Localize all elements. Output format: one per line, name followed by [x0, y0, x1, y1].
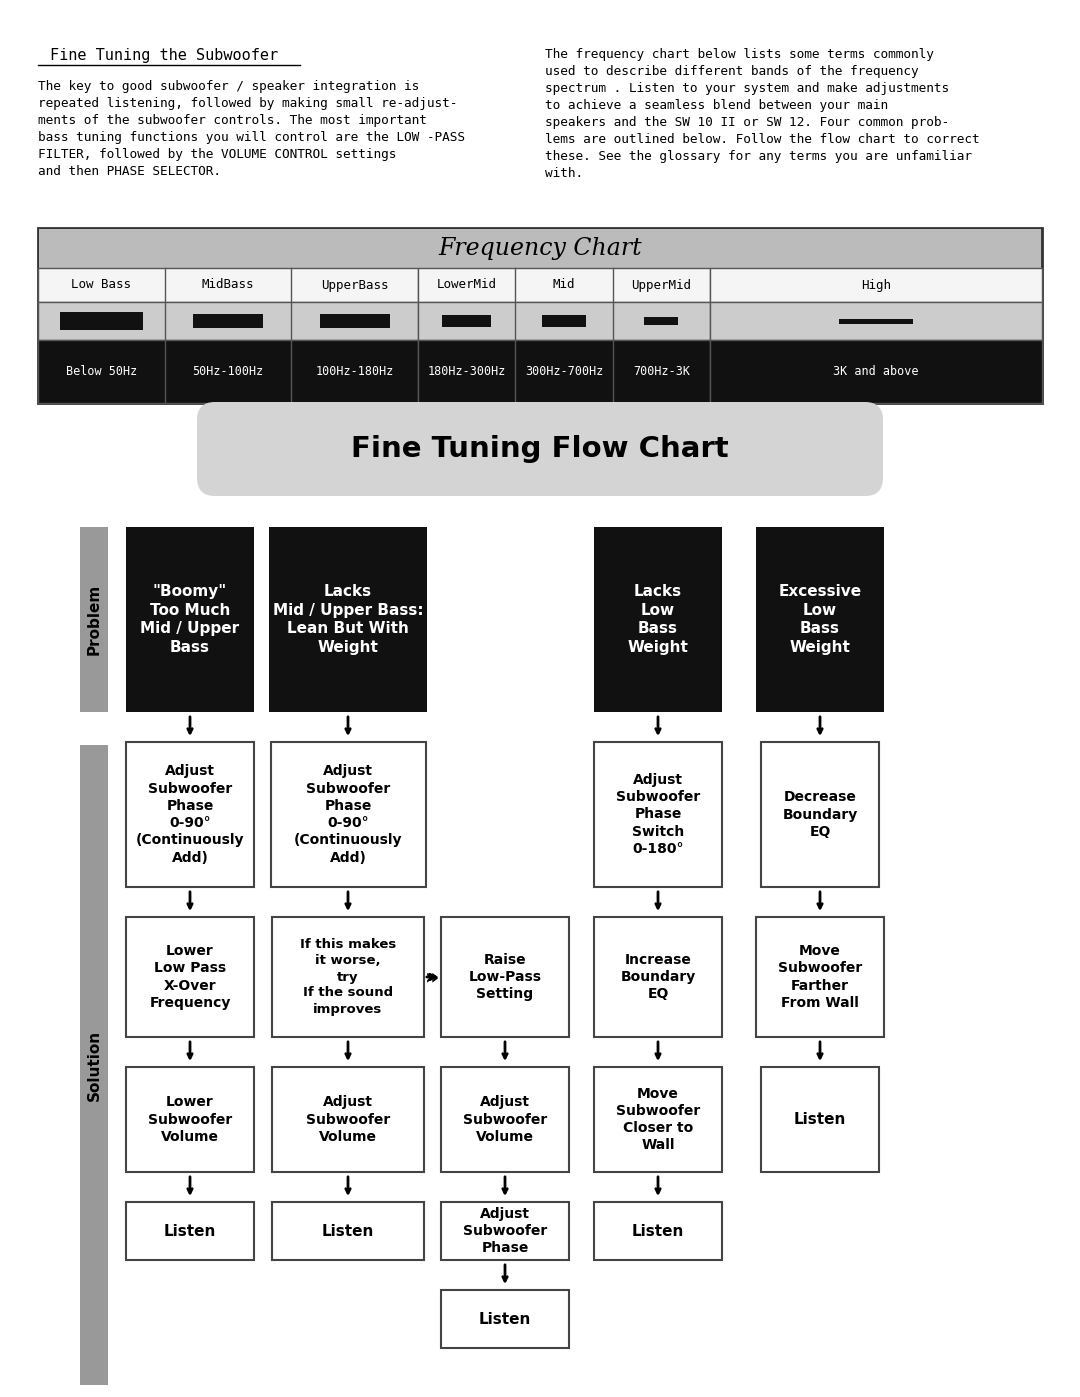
- Text: Below 50Hz: Below 50Hz: [66, 365, 137, 379]
- Bar: [272, 1067, 424, 1172]
- Text: Raise
Low-Pass
Setting: Raise Low-Pass Setting: [469, 953, 541, 1002]
- Bar: [38, 302, 418, 339]
- Text: Fine Tuning the Subwoofer: Fine Tuning the Subwoofer: [50, 47, 279, 63]
- Bar: [594, 1201, 723, 1260]
- Text: Listen: Listen: [478, 1312, 531, 1327]
- Text: Lower
Low Pass
X-Over
Frequency: Lower Low Pass X-Over Frequency: [149, 944, 231, 1010]
- Bar: [80, 745, 108, 1384]
- Bar: [126, 527, 254, 712]
- Text: Lower
Subwoofer
Volume: Lower Subwoofer Volume: [148, 1095, 232, 1144]
- Text: The key to good subwoofer / speaker integration is
repeated listening, followed : The key to good subwoofer / speaker inte…: [38, 80, 465, 177]
- Text: Problem: Problem: [86, 584, 102, 655]
- Bar: [38, 339, 418, 402]
- Bar: [270, 742, 426, 887]
- Text: 3K and above: 3K and above: [834, 365, 919, 379]
- Bar: [126, 1067, 254, 1172]
- Text: Adjust
Subwoofer
Phase
0-90°
(Continuously
Add): Adjust Subwoofer Phase 0-90° (Continuous…: [136, 764, 244, 865]
- Bar: [645, 317, 678, 326]
- Bar: [418, 302, 710, 339]
- Text: The frequency chart below lists some terms commonly
used to describe different b: The frequency chart below lists some ter…: [545, 47, 980, 180]
- Bar: [38, 228, 1042, 402]
- Text: Adjust
Subwoofer
Volume: Adjust Subwoofer Volume: [306, 1095, 390, 1144]
- Bar: [594, 742, 723, 887]
- Text: LowerMid: LowerMid: [436, 278, 497, 292]
- Bar: [272, 1201, 424, 1260]
- Bar: [542, 314, 585, 327]
- Bar: [38, 268, 418, 302]
- Bar: [126, 916, 254, 1037]
- Text: UpperBass: UpperBass: [321, 278, 389, 292]
- Bar: [441, 1289, 569, 1348]
- Bar: [441, 1201, 569, 1260]
- Text: Frequency Chart: Frequency Chart: [438, 236, 642, 260]
- Bar: [594, 916, 723, 1037]
- Text: Solution: Solution: [86, 1030, 102, 1101]
- Bar: [761, 742, 879, 887]
- Text: 180Hz-300Hz: 180Hz-300Hz: [428, 365, 505, 379]
- FancyBboxPatch shape: [197, 402, 883, 496]
- Bar: [756, 916, 885, 1037]
- Text: Listen: Listen: [322, 1224, 374, 1239]
- Text: Adjust
Subwoofer
Phase
Switch
0-180°: Adjust Subwoofer Phase Switch 0-180°: [616, 773, 700, 856]
- Text: Move
Subwoofer
Farther
From Wall: Move Subwoofer Farther From Wall: [778, 944, 862, 1010]
- Bar: [443, 314, 491, 327]
- Bar: [756, 527, 885, 712]
- Text: "Boomy"
Too Much
Mid / Upper
Bass: "Boomy" Too Much Mid / Upper Bass: [140, 584, 240, 655]
- Text: 50Hz-100Hz: 50Hz-100Hz: [192, 365, 264, 379]
- Text: Low Bass: Low Bass: [71, 278, 132, 292]
- Text: UpperMid: UpperMid: [632, 278, 691, 292]
- Text: 300Hz-700Hz: 300Hz-700Hz: [525, 365, 604, 379]
- Bar: [272, 916, 424, 1037]
- Text: Listen: Listen: [164, 1224, 216, 1239]
- Bar: [39, 229, 1041, 268]
- Text: »: »: [426, 967, 440, 988]
- Text: Mid: Mid: [553, 278, 576, 292]
- Text: Excessive
Low
Bass
Weight: Excessive Low Bass Weight: [779, 584, 862, 655]
- Bar: [126, 1201, 254, 1260]
- Text: Lacks
Mid / Upper Bass:
Lean But With
Weight: Lacks Mid / Upper Bass: Lean But With We…: [272, 584, 423, 655]
- Bar: [80, 527, 108, 712]
- Bar: [710, 268, 1042, 302]
- Text: Listen: Listen: [794, 1112, 847, 1127]
- Text: If this makes
it worse,
try
If the sound
improves: If this makes it worse, try If the sound…: [300, 939, 396, 1016]
- Bar: [418, 268, 710, 302]
- Bar: [126, 742, 254, 887]
- Bar: [418, 339, 710, 402]
- Bar: [710, 302, 1042, 339]
- Text: Increase
Boundary
EQ: Increase Boundary EQ: [620, 953, 696, 1002]
- Text: Move
Subwoofer
Closer to
Wall: Move Subwoofer Closer to Wall: [616, 1087, 700, 1153]
- Text: Fine Tuning Flow Chart: Fine Tuning Flow Chart: [351, 434, 729, 462]
- Text: 100Hz-180Hz: 100Hz-180Hz: [315, 365, 394, 379]
- Bar: [594, 1067, 723, 1172]
- Text: High: High: [861, 278, 891, 292]
- Bar: [594, 527, 723, 712]
- Text: Listen: Listen: [632, 1224, 685, 1239]
- Text: Adjust
Subwoofer
Volume: Adjust Subwoofer Volume: [463, 1095, 548, 1144]
- Bar: [441, 916, 569, 1037]
- Text: MidBass: MidBass: [202, 278, 254, 292]
- Bar: [761, 1067, 879, 1172]
- Bar: [193, 314, 262, 328]
- Text: Decrease
Boundary
EQ: Decrease Boundary EQ: [782, 791, 858, 838]
- Text: 700Hz-3K: 700Hz-3K: [633, 365, 690, 379]
- Text: Lacks
Low
Bass
Weight: Lacks Low Bass Weight: [627, 584, 688, 655]
- Bar: [320, 314, 390, 328]
- Text: Adjust
Subwoofer
Phase
0-90°
(Continuously
Add): Adjust Subwoofer Phase 0-90° (Continuous…: [294, 764, 402, 865]
- Bar: [839, 319, 913, 324]
- Bar: [710, 339, 1042, 402]
- Bar: [441, 1067, 569, 1172]
- Text: Adjust
Subwoofer
Phase: Adjust Subwoofer Phase: [463, 1207, 548, 1256]
- Bar: [269, 527, 427, 712]
- Bar: [60, 312, 143, 330]
